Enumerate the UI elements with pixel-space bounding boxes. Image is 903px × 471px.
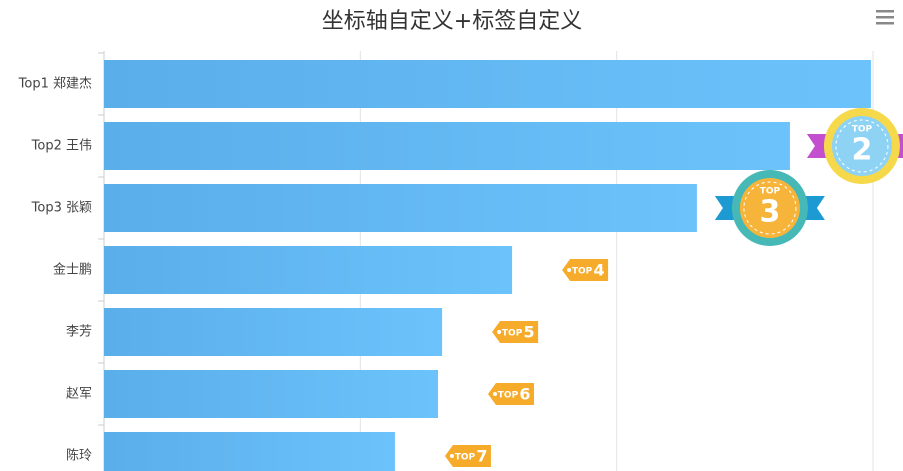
medal-dash [835, 119, 889, 173]
bar [104, 246, 513, 294]
tag-hole [567, 268, 572, 272]
bar [104, 432, 395, 471]
tag [488, 383, 535, 405]
badge-prefix: TOP [760, 187, 781, 197]
y-tick-label: Top2 王伟 [31, 139, 92, 154]
bar [104, 60, 871, 108]
bar [104, 122, 790, 170]
medal-center [739, 178, 800, 238]
tag [444, 445, 491, 467]
badge-prefix: TOP [498, 391, 519, 401]
medal-center [831, 116, 892, 176]
badge-prefix: TOP [502, 329, 523, 339]
tag [562, 259, 609, 281]
badge-number: 2 [852, 133, 873, 168]
badge: TOP 4 [562, 259, 609, 281]
y-tick-label: 李芳 [66, 325, 92, 340]
badge-prefix: TOP [852, 125, 873, 135]
badge-prefix: TOP [572, 267, 593, 277]
badge: TOP 5 [492, 321, 539, 343]
badge: TOP 7 [444, 445, 491, 467]
badge-number: 5 [524, 323, 535, 342]
badge-number: 7 [476, 447, 487, 466]
y-tick-label: 赵军 [66, 387, 92, 402]
tag-hole [493, 392, 498, 396]
badge-number: 6 [519, 385, 530, 404]
y-tick-label: 金士鹏 [53, 262, 92, 278]
bar [104, 308, 443, 356]
badge-prefix: TOP [455, 453, 476, 463]
menu-icon[interactable] [876, 10, 894, 25]
y-tick-label: 陈玲 [66, 448, 92, 464]
medal-dash [743, 181, 797, 235]
y-tick-label: Top3 张颖 [31, 201, 92, 216]
tag-hole [497, 330, 502, 334]
chart-title: 坐标轴自定义+标签自定义 [322, 9, 582, 34]
badge-number: 3 [759, 195, 780, 230]
y-tick-label: Top1 郑建杰 [18, 77, 92, 92]
badge-number: 4 [594, 261, 605, 280]
bar [104, 370, 439, 418]
tag [492, 321, 539, 343]
bar [104, 184, 697, 232]
tag-hole [449, 454, 454, 458]
badge: TOP 6 [488, 383, 535, 405]
